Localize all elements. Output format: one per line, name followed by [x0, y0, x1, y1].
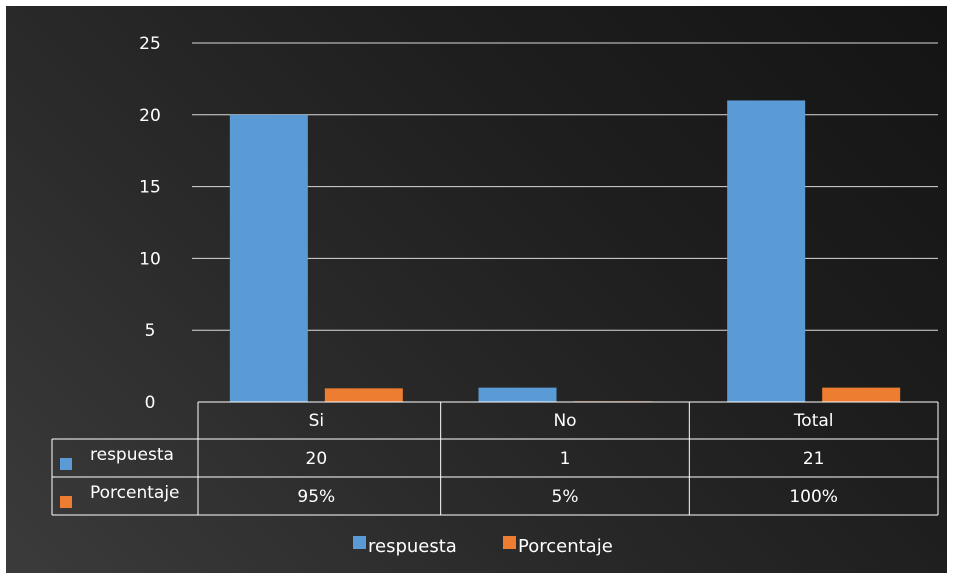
legend-key-porcentaje — [503, 536, 516, 549]
legend-key-respuesta — [353, 536, 366, 549]
table-cell: 5% — [552, 487, 579, 507]
table-cell: 95% — [297, 487, 335, 507]
table-cell: 1 — [560, 449, 571, 469]
bar-respuesta-total — [727, 100, 806, 402]
bar-respuesta-no — [478, 387, 557, 402]
y-tick-label: 10 — [139, 249, 161, 269]
table-legend-key-porcentaje — [60, 496, 72, 508]
table-legend-key-respuesta — [60, 458, 72, 470]
x-category-label: Total — [793, 411, 834, 431]
bar-respuesta-si — [229, 114, 308, 403]
y-tick-label: 5 — [145, 321, 156, 341]
y-tick-label: 15 — [139, 178, 161, 198]
y-tick-label: 25 — [139, 34, 161, 54]
bar-porcentaje-total — [822, 387, 901, 402]
bar-porcentaje-si — [324, 388, 403, 402]
table-series-name: respuesta — [90, 445, 174, 465]
chart-frame: 0 5 10 15 20 25 Si No Total respuesta 20 1 21 Porcent… — [6, 6, 947, 573]
table-cell: 20 — [306, 449, 328, 469]
legend-label: Porcentaje — [518, 536, 613, 557]
bar-chart: 0 5 10 15 20 25 Si No Total respuesta 20 1 21 Porcent… — [51, 34, 939, 557]
legend-label: respuesta — [368, 536, 457, 557]
table-series-name: Porcentaje — [90, 483, 180, 503]
table-cell: 100% — [789, 487, 838, 507]
y-tick-label: 0 — [145, 393, 156, 413]
x-category-label: Si — [309, 411, 325, 431]
x-category-label: No — [553, 411, 576, 431]
table-cell: 21 — [803, 449, 825, 469]
y-tick-label: 20 — [139, 106, 161, 126]
